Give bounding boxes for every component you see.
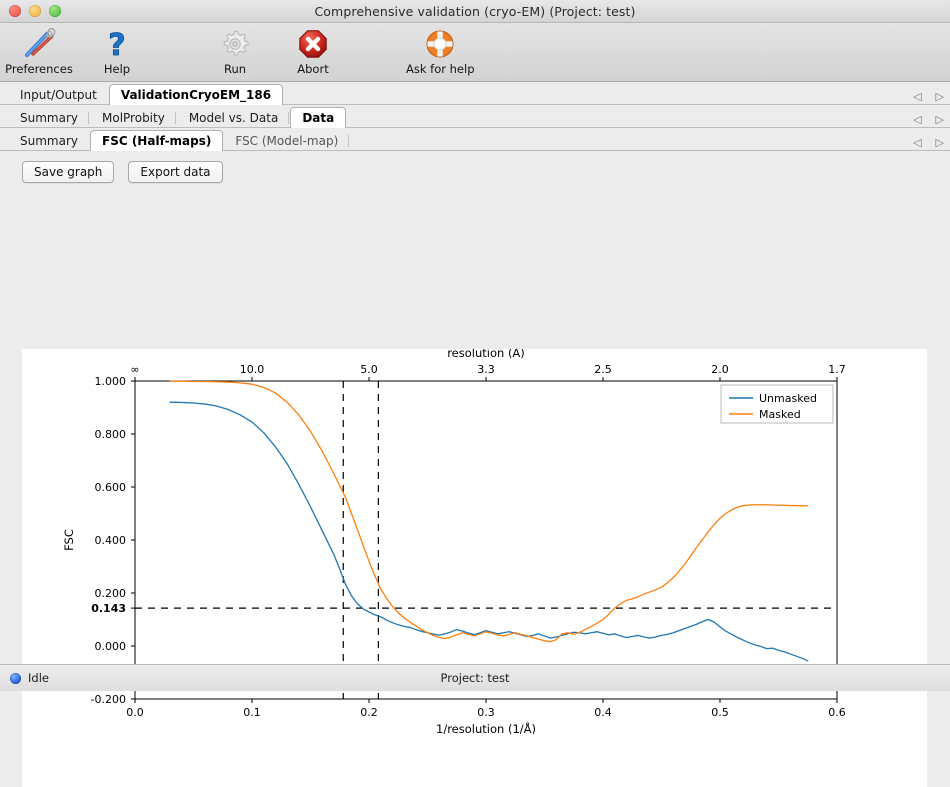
svg-text:Unmasked: Unmasked — [759, 392, 817, 405]
tab-bar-2-next-arrow[interactable]: ▷ — [935, 113, 944, 126]
tab-molprobity[interactable]: MolProbity — [90, 107, 177, 128]
toolbar-button-abort[interactable]: Abort — [274, 25, 352, 76]
svg-text:10.0: 10.0 — [240, 363, 265, 376]
tab-summary-level2[interactable]: Summary — [8, 107, 90, 128]
svg-text:1.000: 1.000 — [95, 375, 127, 388]
svg-text:5.0: 5.0 — [360, 363, 378, 376]
svg-text:1/resolution (1/Å): 1/resolution (1/Å) — [436, 721, 536, 736]
x-tick-label: 0.5 — [711, 706, 729, 719]
tab-bar-1-nav: ◁ ▷ — [913, 91, 944, 102]
svg-text:2.5: 2.5 — [594, 363, 612, 376]
tab-validationcryoem-186[interactable]: ValidationCryoEM_186 — [108, 84, 284, 105]
status-project-label: Project: test — [440, 671, 510, 685]
tab-bar-2-nav: ◁ ▷ — [913, 114, 944, 125]
content-area: Save graph Export data 0.0 0.1 0.2 0.3 0.4 0.… — [0, 151, 950, 787]
window-controls — [0, 5, 61, 17]
toolbar-label-preferences: Preferences — [5, 62, 73, 76]
series-masked — [169, 380, 809, 643]
toolbar-button-run[interactable]: Run — [196, 25, 274, 76]
svg-text:0.200: 0.200 — [95, 587, 127, 600]
status-state-label: Idle — [28, 671, 49, 685]
svg-text:0.800: 0.800 — [95, 428, 127, 441]
status-led-icon — [10, 672, 21, 684]
tab-fsc-model-map[interactable]: FSC (Model-map) — [223, 130, 350, 151]
zoom-button[interactable] — [49, 5, 61, 17]
svg-text:resolution (Å): resolution (Å) — [447, 349, 525, 360]
svg-text:?: ? — [108, 28, 125, 60]
toolbar-label-help: Help — [103, 62, 131, 76]
toolbar-label-abort: Abort — [297, 62, 329, 76]
series-unmasked — [169, 401, 809, 662]
tab-model-vs-data[interactable]: Model vs. Data — [177, 107, 290, 128]
tab-bar-3-prev-arrow[interactable]: ◁ — [913, 136, 922, 149]
svg-text:0.600: 0.600 — [95, 481, 127, 494]
status-indicator-group: Idle — [10, 671, 49, 685]
export-data-button[interactable]: Export data — [128, 161, 223, 183]
tab-bar-2-prev-arrow[interactable]: ◁ — [913, 113, 922, 126]
x-tick-label: 0.0 — [126, 706, 144, 719]
tab-bar-1-next-arrow[interactable]: ▷ — [935, 90, 944, 103]
svg-text:∞: ∞ — [130, 363, 139, 376]
toolbar-label-run: Run — [223, 62, 247, 76]
lifebuoy-icon — [424, 27, 456, 61]
tab-bar-level-1: Input/Output ValidationCryoEM_186 ◁ ▷ — [0, 82, 950, 105]
preferences-tools-icon — [22, 27, 56, 61]
svg-text:0.400: 0.400 — [95, 534, 127, 547]
gear-icon — [219, 27, 251, 61]
svg-text:0.143: 0.143 — [91, 602, 126, 615]
tab-bar-3-next-arrow[interactable]: ▷ — [935, 136, 944, 149]
tab-input-output[interactable]: Input/Output — [20, 88, 97, 102]
svg-text:1.7: 1.7 — [828, 363, 846, 376]
graph-action-buttons: Save graph Export data — [0, 151, 950, 191]
tab-data[interactable]: Data — [290, 107, 347, 128]
title-bar: Comprehensive validation (cryo-EM) (Proj… — [0, 0, 950, 23]
toolbar-label-ask-for-help: Ask for help — [406, 62, 475, 76]
x-tick-label: 0.3 — [477, 706, 495, 719]
svg-text:0.000: 0.000 — [95, 640, 127, 653]
toolbar-button-ask-for-help[interactable]: Ask for help — [392, 25, 489, 76]
toolbar-button-help[interactable]: ? Help — [78, 25, 156, 76]
minimize-button[interactable] — [29, 5, 41, 17]
x-tick-label: 0.2 — [360, 706, 378, 719]
save-graph-button[interactable]: Save graph — [22, 161, 115, 183]
close-button[interactable] — [9, 5, 21, 17]
x-tick-label: 0.6 — [828, 706, 846, 719]
tab-summary-level3[interactable]: Summary — [20, 134, 78, 148]
fsc-plot[interactable]: 0.0 0.1 0.2 0.3 0.4 0.5 0.6 ∞ 10.0 5.0 3.3 2.5 2.0 1.… — [22, 349, 927, 787]
status-bar: Idle Project: test — [0, 664, 950, 691]
toolbar: Preferences ? Help Run — [0, 23, 950, 82]
window-title: Comprehensive validation (cryo-EM) (Proj… — [314, 3, 636, 19]
tab-bar-level-2: Summary MolProbity Model vs. Data Data ◁… — [0, 105, 950, 128]
x-tick-label: 0.1 — [243, 706, 261, 719]
tab-fsc-half-maps[interactable]: FSC (Half-maps) — [90, 130, 224, 151]
svg-text:FSC: FSC — [62, 529, 76, 551]
fsc-plot-panel: 0.0 0.1 0.2 0.3 0.4 0.5 0.6 ∞ 10.0 5.0 3.3 2.5 2.0 1.… — [22, 349, 927, 787]
svg-text:3.3: 3.3 — [477, 363, 495, 376]
tab-bar-3-nav: ◁ ▷ — [913, 137, 944, 148]
x-tick-label: 0.4 — [594, 706, 612, 719]
svg-text:Masked: Masked — [759, 408, 801, 421]
toolbar-button-preferences[interactable]: Preferences — [0, 25, 78, 76]
svg-text:2.0: 2.0 — [711, 363, 729, 376]
tab-bar-1-prev-arrow[interactable]: ◁ — [913, 90, 922, 103]
svg-text:-0.200: -0.200 — [91, 693, 126, 706]
question-mark-icon: ? — [104, 27, 130, 61]
tab-bar-level-3: Summary FSC (Half-maps) FSC (Model-map) … — [0, 128, 950, 151]
stop-x-icon — [297, 27, 329, 61]
